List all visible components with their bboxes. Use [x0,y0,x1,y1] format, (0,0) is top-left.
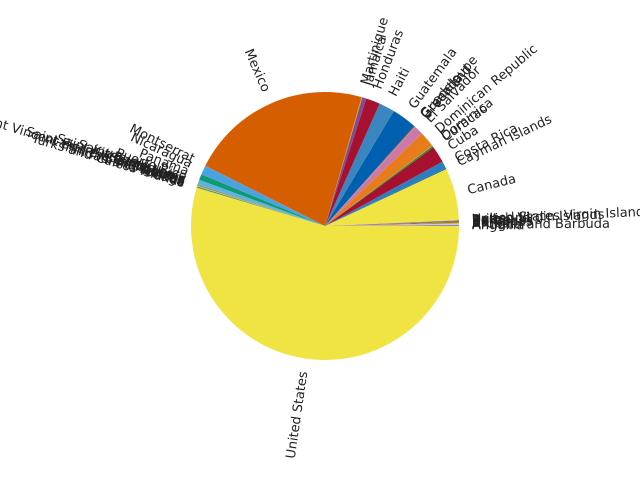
pie-label-canada: Canada [466,172,518,198]
pie-label-mexico: Mexico [241,47,273,95]
pie-label-united-states: United States [284,370,312,459]
pie-slices [191,92,459,360]
